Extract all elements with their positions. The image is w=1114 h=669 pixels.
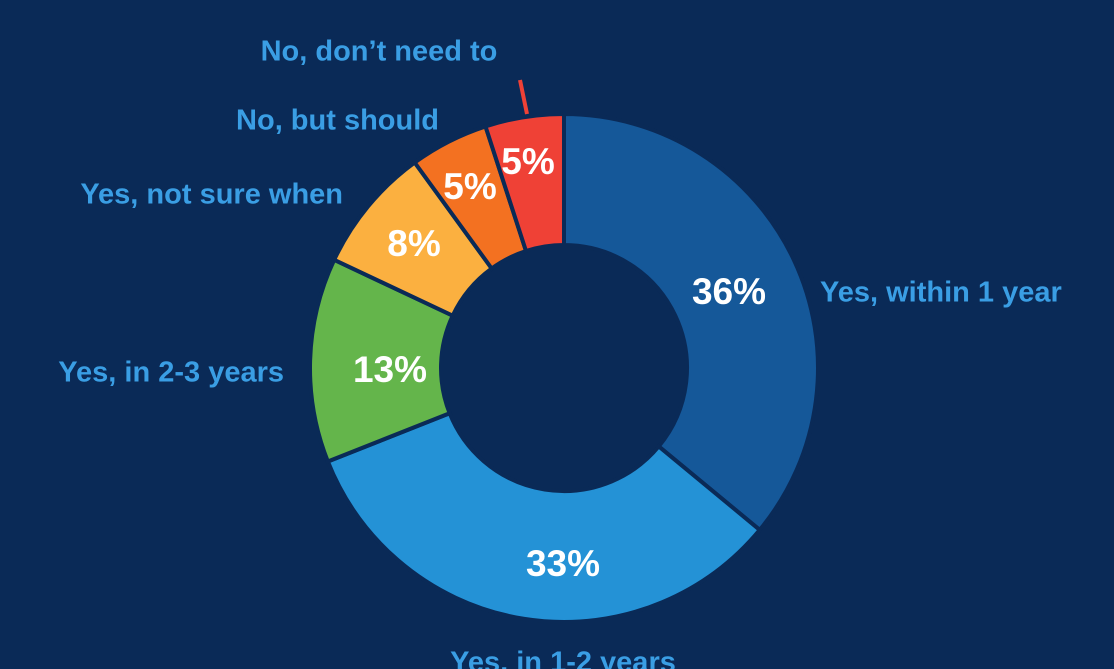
slice-6 <box>482 111 566 254</box>
slice-6-value-label: 5% <box>501 141 554 182</box>
slice-3 <box>308 257 456 465</box>
labels-group: 36% Yes, within 1 year 33% Yes, in 1-2 year… <box>58 36 1062 669</box>
slice-1-category-label: Yes, within 1 year <box>820 277 1062 309</box>
slices-group <box>308 111 820 624</box>
slice-1-value-label: 36% <box>692 271 766 312</box>
slice-3-value-label: 13% <box>353 349 427 390</box>
slice-5-value-label: 5% <box>443 166 496 207</box>
slice-2-value-label: 33% <box>526 543 600 584</box>
slice-3-category-label: Yes, in 2-3 years <box>58 357 284 389</box>
slice-1 <box>562 111 820 533</box>
slice-4-value-label: 8% <box>387 223 440 264</box>
slice-2-category-label: Yes, in 1-2 years <box>450 647 676 669</box>
slice-2 <box>325 410 763 624</box>
slice-6-category-label: No, don’t need to <box>261 36 498 68</box>
leader-line <box>518 79 529 115</box>
slice-5-category-label: No, but should <box>236 105 439 137</box>
slice-4-category-label: Yes, not sure when <box>80 179 343 211</box>
